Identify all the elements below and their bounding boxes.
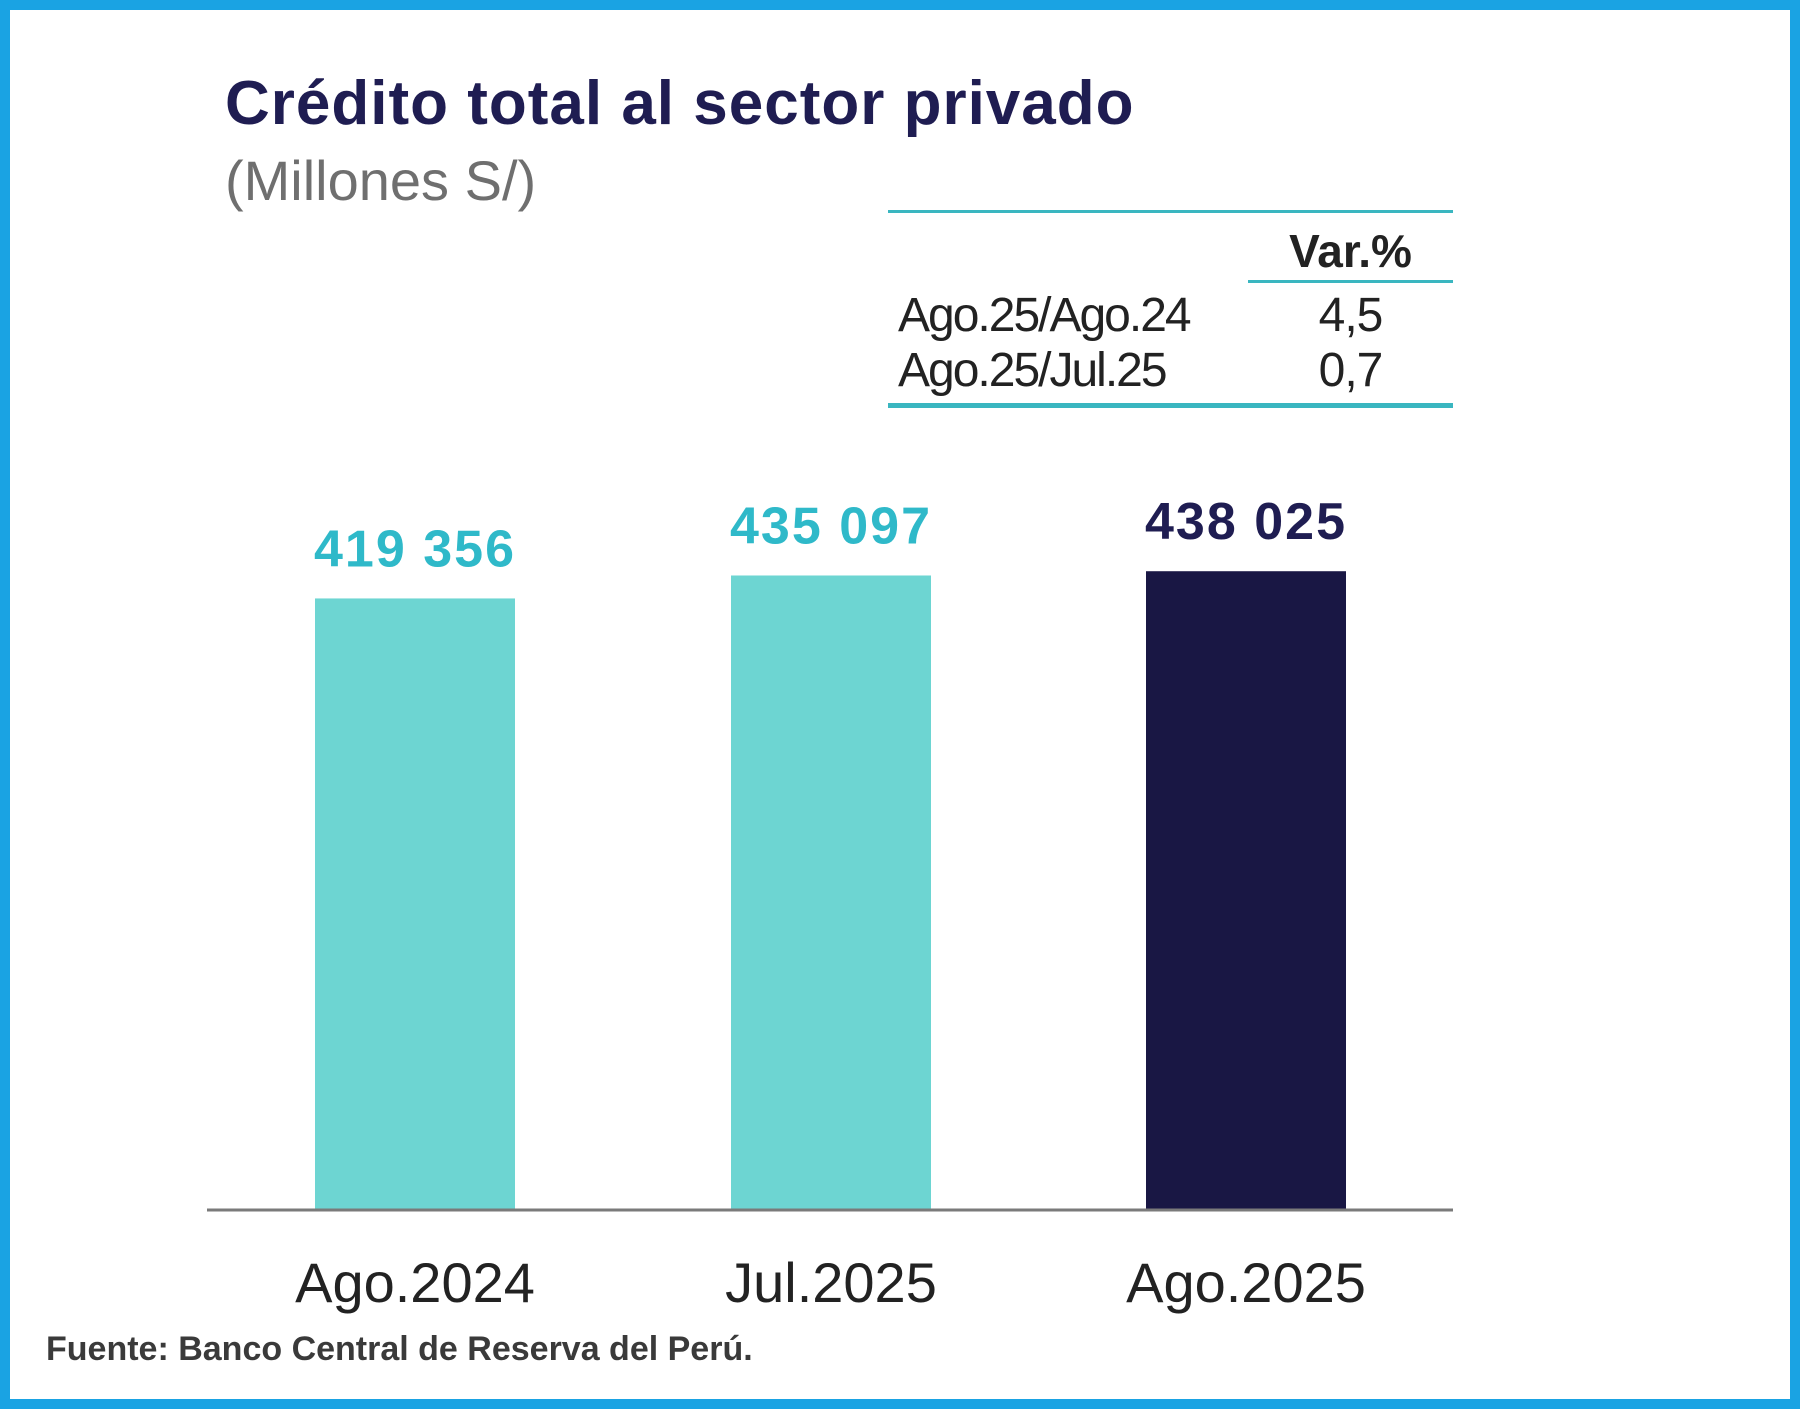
data-label: 419 356 — [314, 520, 516, 578]
table-header-rule — [1248, 280, 1453, 283]
chart-subtitle: (Millones S/) — [225, 149, 537, 212]
variation-header: Var.% — [1289, 225, 1412, 277]
data-label: 435 097 — [730, 497, 932, 555]
source-note: Fuente: Banco Central de Reserva del Per… — [46, 1330, 753, 1368]
x-tick-label: Ago.2025 — [1126, 1251, 1366, 1314]
bar — [315, 598, 515, 1210]
variation-row-value: 0,7 — [1318, 344, 1384, 397]
bar — [1146, 571, 1346, 1210]
table-top-rule — [888, 210, 1453, 213]
variation-row-value: 4,5 — [1318, 289, 1384, 342]
x-tick-label: Jul.2025 — [725, 1251, 937, 1314]
data-label: 438 025 — [1145, 493, 1347, 551]
bar — [731, 575, 931, 1210]
table-bottom-rule — [888, 403, 1453, 408]
variation-row-label: Ago.25/Jul.25 — [898, 344, 1168, 397]
variation-table: Var.% Ago.25/Ago.24 4,5 Ago.25/Jul.25 0,… — [888, 210, 1453, 410]
x-tick-label: Ago.2024 — [295, 1251, 535, 1314]
variation-row-label: Ago.25/Ago.24 — [898, 289, 1192, 342]
chart-title: Crédito total al sector privado — [225, 69, 1135, 138]
